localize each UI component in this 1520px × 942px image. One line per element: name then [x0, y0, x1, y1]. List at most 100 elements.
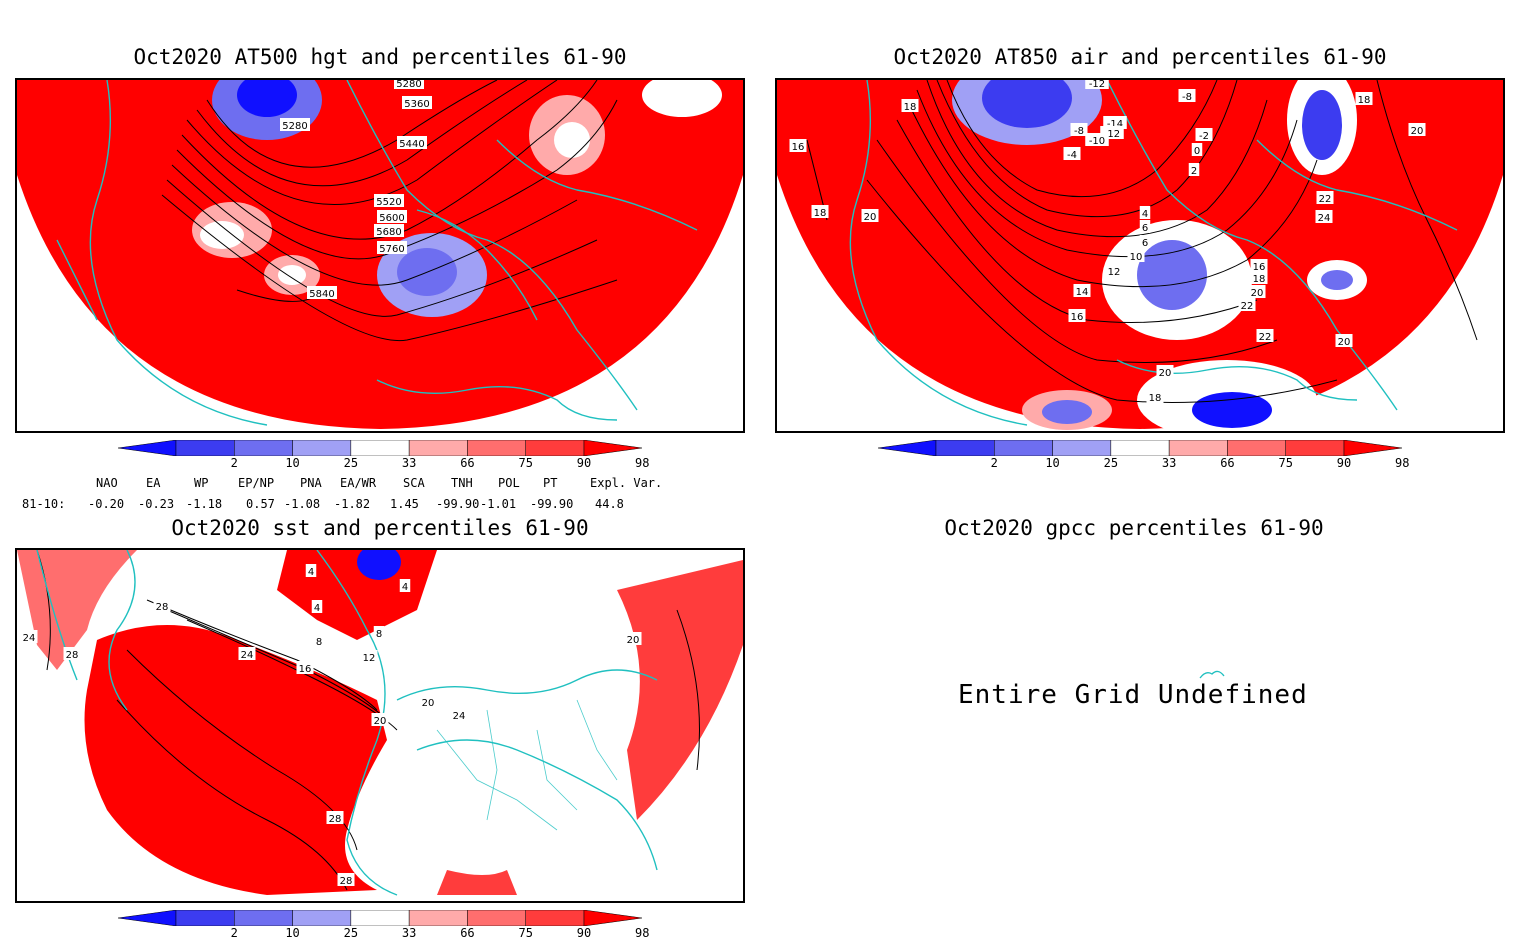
index-header: TNH [451, 476, 473, 490]
contour-label: 14 [1076, 287, 1089, 298]
contour-label: 22 [1241, 301, 1254, 312]
contour-label: 24 [453, 711, 466, 722]
contour-label-bg [811, 205, 829, 218]
colorbar-segment [175, 439, 235, 457]
contour-label: -10 [1089, 136, 1105, 147]
contour-label: -8 [1182, 92, 1192, 103]
contour-label-bg [1085, 133, 1109, 146]
contour-label-bg [419, 695, 437, 708]
temperature-contours [806, 80, 1478, 403]
colorbar-svg [117, 909, 643, 927]
contour-label-bg [371, 713, 389, 726]
colorbar-tick-label: 25 [343, 926, 359, 940]
colorbar-segment [935, 439, 995, 457]
index-header: PNA [300, 476, 322, 490]
index-header: WP [194, 476, 209, 490]
contour-label-bg [1105, 264, 1123, 277]
contour-label-bg [280, 118, 310, 131]
contour-label-bg [360, 650, 378, 663]
colorbar-segment [408, 439, 468, 457]
contour-label-bg [307, 286, 337, 299]
contour-label: 18 [904, 102, 917, 113]
colorbar-arrow-high [583, 439, 643, 457]
colorbar-tick-label: 75 [1278, 456, 1293, 470]
index-header: POL [498, 476, 520, 490]
contour-label-bg [399, 579, 411, 592]
index-value: -99.90 [530, 497, 574, 511]
contour-label-bg [1248, 285, 1266, 298]
contour-label: 16 [1071, 312, 1084, 323]
contour-label: 22 [1319, 194, 1332, 205]
colorbar-tick-label: 25 [1103, 456, 1119, 470]
contour-label-bg [1315, 210, 1333, 223]
contour-label: 8 [316, 637, 322, 648]
colorbar-tick-label: 2 [990, 456, 998, 470]
contour-label: 5680 [376, 227, 401, 238]
contour-label: 10 [1130, 252, 1143, 263]
contour-label: 18 [1149, 393, 1162, 404]
contour-label: 20 [1338, 337, 1351, 348]
colorbar-tick-label: 75 [518, 926, 533, 940]
index-header: NAO [96, 476, 118, 490]
contour-label-bg [296, 661, 314, 674]
contour-label-bg [1085, 80, 1109, 89]
contour-label-bg [1408, 123, 1426, 136]
colorbar-segment [525, 909, 585, 927]
contour-label-bg [1068, 309, 1086, 322]
contour-label-bg [305, 564, 317, 577]
colorbar-segment [350, 909, 410, 927]
contour-label: 20 [422, 698, 435, 709]
map-panel-sst: 24 28 28 4 4 8 8 12 16 20 24 20 28 28 4 20 24 [15, 548, 745, 903]
contour-label-bg [1127, 249, 1145, 262]
colorbar-tick-label: 10 [1045, 456, 1060, 470]
contour-label: 0 [1194, 146, 1200, 157]
map-panel-air: 18 16 18 20 -12 -8 -8 -14 -12 -10 -4 -2 0 2 4 6 6 10 12 14 1… [775, 78, 1505, 433]
colorbar-tick-label: 10 [285, 456, 300, 470]
contour-label-bg [377, 210, 407, 223]
undefined-grid-message: Entire Grid Undefined [958, 680, 1308, 710]
colorbar-svg [877, 439, 1403, 457]
contour-label: 6 [1142, 238, 1148, 249]
colorbar-arrow-low [117, 439, 177, 457]
colorbar-segment [292, 909, 352, 927]
coastlines [36, 550, 658, 896]
colorbar-segment [234, 909, 293, 927]
contour-label: 4 [308, 567, 314, 578]
contour-label: 22 [1259, 332, 1272, 343]
contour-label-bg [374, 194, 404, 207]
colorbar-tick-label: 98 [635, 926, 650, 940]
contour-label-bg [1355, 92, 1373, 105]
contour-label: 28 [329, 814, 342, 825]
contour-label-bg [337, 873, 355, 886]
contour-label-bg [20, 630, 38, 643]
contour-label-bg [1139, 220, 1151, 233]
cold-anomaly-zone [357, 550, 401, 580]
colorbar-tick-label: 90 [576, 926, 592, 940]
contour-label-bg [1238, 298, 1256, 311]
contour-label-bg [450, 708, 468, 721]
contour-label: 20 [1251, 288, 1264, 299]
colorbar-arrow-high [1343, 439, 1403, 457]
index-header: EA/WR [340, 476, 377, 490]
index-header: EA [146, 476, 161, 490]
contour-label: 16 [299, 664, 312, 675]
index-value: -1.01 [480, 497, 517, 511]
index-value: -0.20 [88, 497, 125, 511]
hgt-labels: 5280 5360 5280 5440 5520 5600 5680 5760 5840 [280, 80, 432, 300]
title-hgt: Oct2020 AT500 hgt and percentiles 61-90 [133, 45, 627, 69]
contour-label: 4 [402, 582, 408, 593]
map-fragment [1199, 670, 1225, 679]
contour-label-bg [394, 80, 424, 89]
contour-label-bg [624, 632, 642, 645]
index-header: Expl. Var. [590, 476, 663, 490]
contour-label: 28 [66, 650, 79, 661]
contour-label: 5520 [376, 197, 401, 208]
map-sst-svg: 24 28 28 4 4 8 8 12 16 20 24 20 28 28 4 20 24 [17, 550, 743, 899]
contour-label: 6 [1142, 223, 1148, 234]
colorbar-tick-label: 98 [635, 456, 650, 470]
contour-label: 2 [1191, 166, 1197, 177]
colorbar-tick-label: 75 [518, 456, 533, 470]
index-row-label: 81-10: [22, 497, 66, 511]
contour-label: 5600 [379, 213, 404, 224]
